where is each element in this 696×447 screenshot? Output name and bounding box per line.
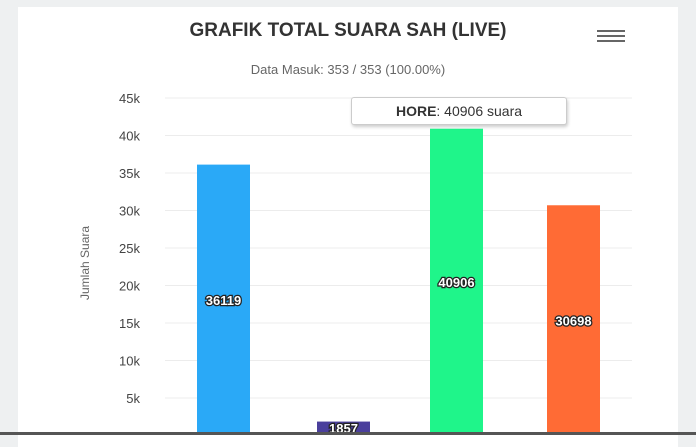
y-tick-label: 5k <box>126 391 140 406</box>
bar[interactable] <box>547 205 600 435</box>
y-axis-label: Jumlah Suara <box>78 225 92 300</box>
y-tick-label: 15k <box>119 316 140 331</box>
bar[interactable] <box>197 164 250 435</box>
y-tick-label: 25k <box>119 241 140 256</box>
y-tick-label: 45k <box>119 91 140 106</box>
y-tick-label: 35k <box>119 166 140 181</box>
data-label: 40906 <box>438 275 474 290</box>
tooltip-value: : 40906 suara <box>436 103 523 119</box>
tooltip-series: HORE <box>395 103 437 119</box>
bottom-bar <box>0 432 696 435</box>
bar-chart: 5k 10k 15k 20k 25k 30k 35k 40k 45k 36119 1857 40906… <box>119 91 632 435</box>
y-tick-label: 20k <box>119 279 140 294</box>
data-label: 36119 <box>206 293 241 308</box>
y-tick-label: 30k <box>119 204 140 219</box>
chart-title: GRAFIK TOTAL SUARA SAH (LIVE) <box>189 20 507 41</box>
data-label: 1857 <box>329 421 358 435</box>
hamburger-menu-icon[interactable] <box>597 30 625 44</box>
chart-subtitle: Data Masuk: 353 / 353 (100.00%) <box>250 62 446 77</box>
data-label: 30698 <box>555 313 591 328</box>
tooltip: HORE: 40906 suara <box>351 97 567 125</box>
bar[interactable] <box>430 128 483 435</box>
y-tick-label: 40k <box>119 129 140 144</box>
bar[interactable] <box>317 421 370 435</box>
y-tick-label: 10k <box>119 354 140 369</box>
